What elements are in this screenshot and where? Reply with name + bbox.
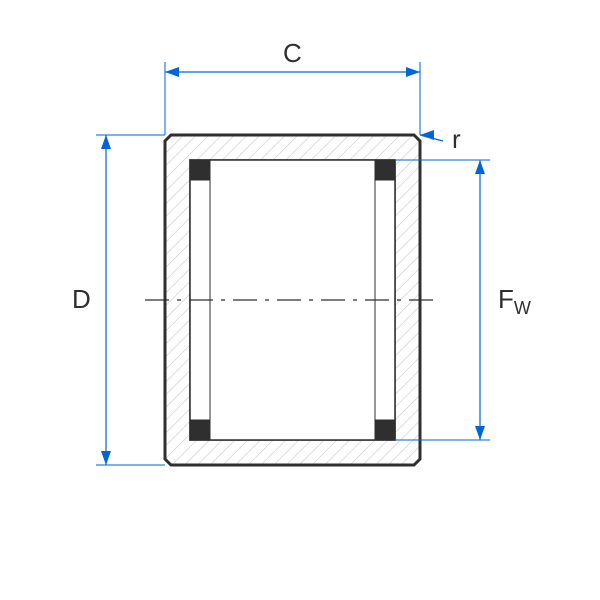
dim-label-Fw: FW bbox=[498, 284, 531, 318]
dim-label-r: r bbox=[452, 124, 461, 154]
dim-label-C: C bbox=[283, 38, 302, 68]
dim-label-D: D bbox=[72, 284, 91, 314]
